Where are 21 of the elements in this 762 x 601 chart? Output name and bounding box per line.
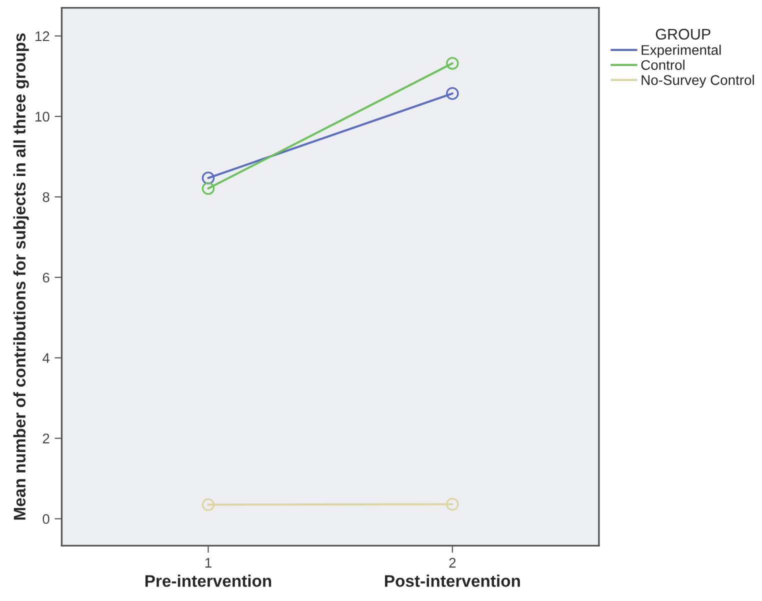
y-tick-label: 0 [42,514,50,524]
point [446,498,459,511]
legend-label: Control [641,60,684,70]
y-tick-label: 8 [42,192,50,202]
y-axis-title: Mean number of contributions for subjects in all three groups [13,33,29,520]
y-tick-label: 2 [42,434,50,444]
y-tick-label: 10 [36,112,50,122]
legend-title: GROUP [656,28,710,40]
point [446,87,459,100]
point [446,56,459,70]
y-tick-label: 12 [36,31,50,42]
legend-label: Experimental [642,44,721,58]
point [202,182,215,195]
y-tick-label: 4 [42,353,50,363]
text: Post-intervention [385,574,520,587]
y-tick-label: 6 [42,272,50,283]
point [202,172,215,184]
point [202,498,215,512]
x-tick-label: 1 [205,558,212,568]
legend-label: No-Survey Control [642,74,754,88]
text: Pre-intervention [145,574,272,587]
